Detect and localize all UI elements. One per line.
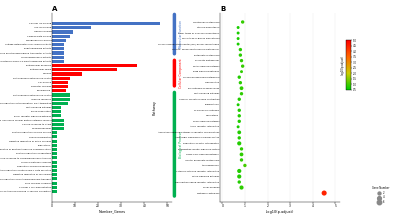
X-axis label: Number_Genes: Number_Genes <box>98 210 126 214</box>
Bar <box>52 118 64 122</box>
Point <box>238 186 245 189</box>
Bar <box>52 22 160 25</box>
Bar <box>52 68 117 71</box>
Bar <box>52 165 57 168</box>
Point <box>238 92 245 95</box>
Bar <box>52 89 66 92</box>
Bar <box>52 114 61 118</box>
Point <box>235 125 241 129</box>
Text: B: B <box>220 6 225 12</box>
Bar <box>52 81 68 84</box>
Point <box>238 70 245 73</box>
Bar <box>52 60 64 63</box>
Bar <box>52 77 70 80</box>
Point <box>236 108 242 112</box>
Bar <box>52 85 68 88</box>
Bar <box>52 140 57 143</box>
X-axis label: -log10(p.adjust): -log10(p.adjust) <box>266 210 294 214</box>
Bar <box>52 127 64 130</box>
Bar <box>52 34 70 38</box>
Bar <box>52 26 91 29</box>
Text: Molecular Function: Molecular Function <box>179 20 183 48</box>
Bar <box>52 97 70 101</box>
Text: Biological Process: Biological Process <box>179 131 183 158</box>
Text: A: A <box>52 6 57 12</box>
Point <box>236 75 242 79</box>
Bar <box>52 110 61 113</box>
Point <box>236 120 242 123</box>
Bar <box>52 43 64 46</box>
Bar <box>52 123 64 126</box>
Bar <box>52 39 66 42</box>
Bar <box>52 190 57 193</box>
Bar <box>52 135 57 138</box>
Point <box>235 31 241 35</box>
Point <box>237 81 244 84</box>
Point <box>240 64 246 68</box>
Bar <box>52 169 57 172</box>
Bar <box>52 186 57 189</box>
Point <box>237 48 244 51</box>
Bar <box>52 181 57 185</box>
Point <box>236 142 242 145</box>
Bar <box>52 56 64 59</box>
Bar <box>52 106 61 109</box>
Point <box>236 175 242 178</box>
Point <box>235 37 241 40</box>
Bar <box>52 131 57 134</box>
Y-axis label: -log10(p.adjust): -log10(p.adjust) <box>341 55 345 75</box>
Point <box>321 191 327 195</box>
Point <box>237 53 244 57</box>
Point <box>236 97 242 101</box>
Bar <box>52 30 73 34</box>
Point <box>238 147 245 151</box>
Bar <box>52 72 82 75</box>
Point <box>236 114 242 118</box>
Bar <box>52 64 137 67</box>
Text: Cellular Component: Cellular Component <box>179 58 183 88</box>
Point <box>235 103 241 107</box>
Bar <box>52 148 57 151</box>
Bar <box>52 93 70 97</box>
Point <box>236 136 242 140</box>
Bar <box>52 152 57 155</box>
Point <box>242 164 248 167</box>
Point <box>240 20 246 24</box>
Legend: 2, 4, 6: 2, 4, 6 <box>372 186 389 204</box>
Bar <box>52 51 64 54</box>
Bar <box>52 177 57 181</box>
Y-axis label: Pathway: Pathway <box>153 100 157 115</box>
Bar <box>52 144 57 147</box>
Point <box>238 153 245 156</box>
Bar <box>52 102 68 105</box>
Point <box>236 131 242 134</box>
Bar <box>52 173 57 176</box>
Bar <box>52 156 57 159</box>
Point <box>235 26 241 29</box>
Bar <box>52 47 64 50</box>
Point <box>236 169 242 173</box>
Point <box>235 42 241 46</box>
Bar <box>52 161 57 164</box>
Point <box>238 59 245 62</box>
Point <box>236 180 242 184</box>
Point <box>238 86 245 90</box>
Point <box>238 158 245 162</box>
